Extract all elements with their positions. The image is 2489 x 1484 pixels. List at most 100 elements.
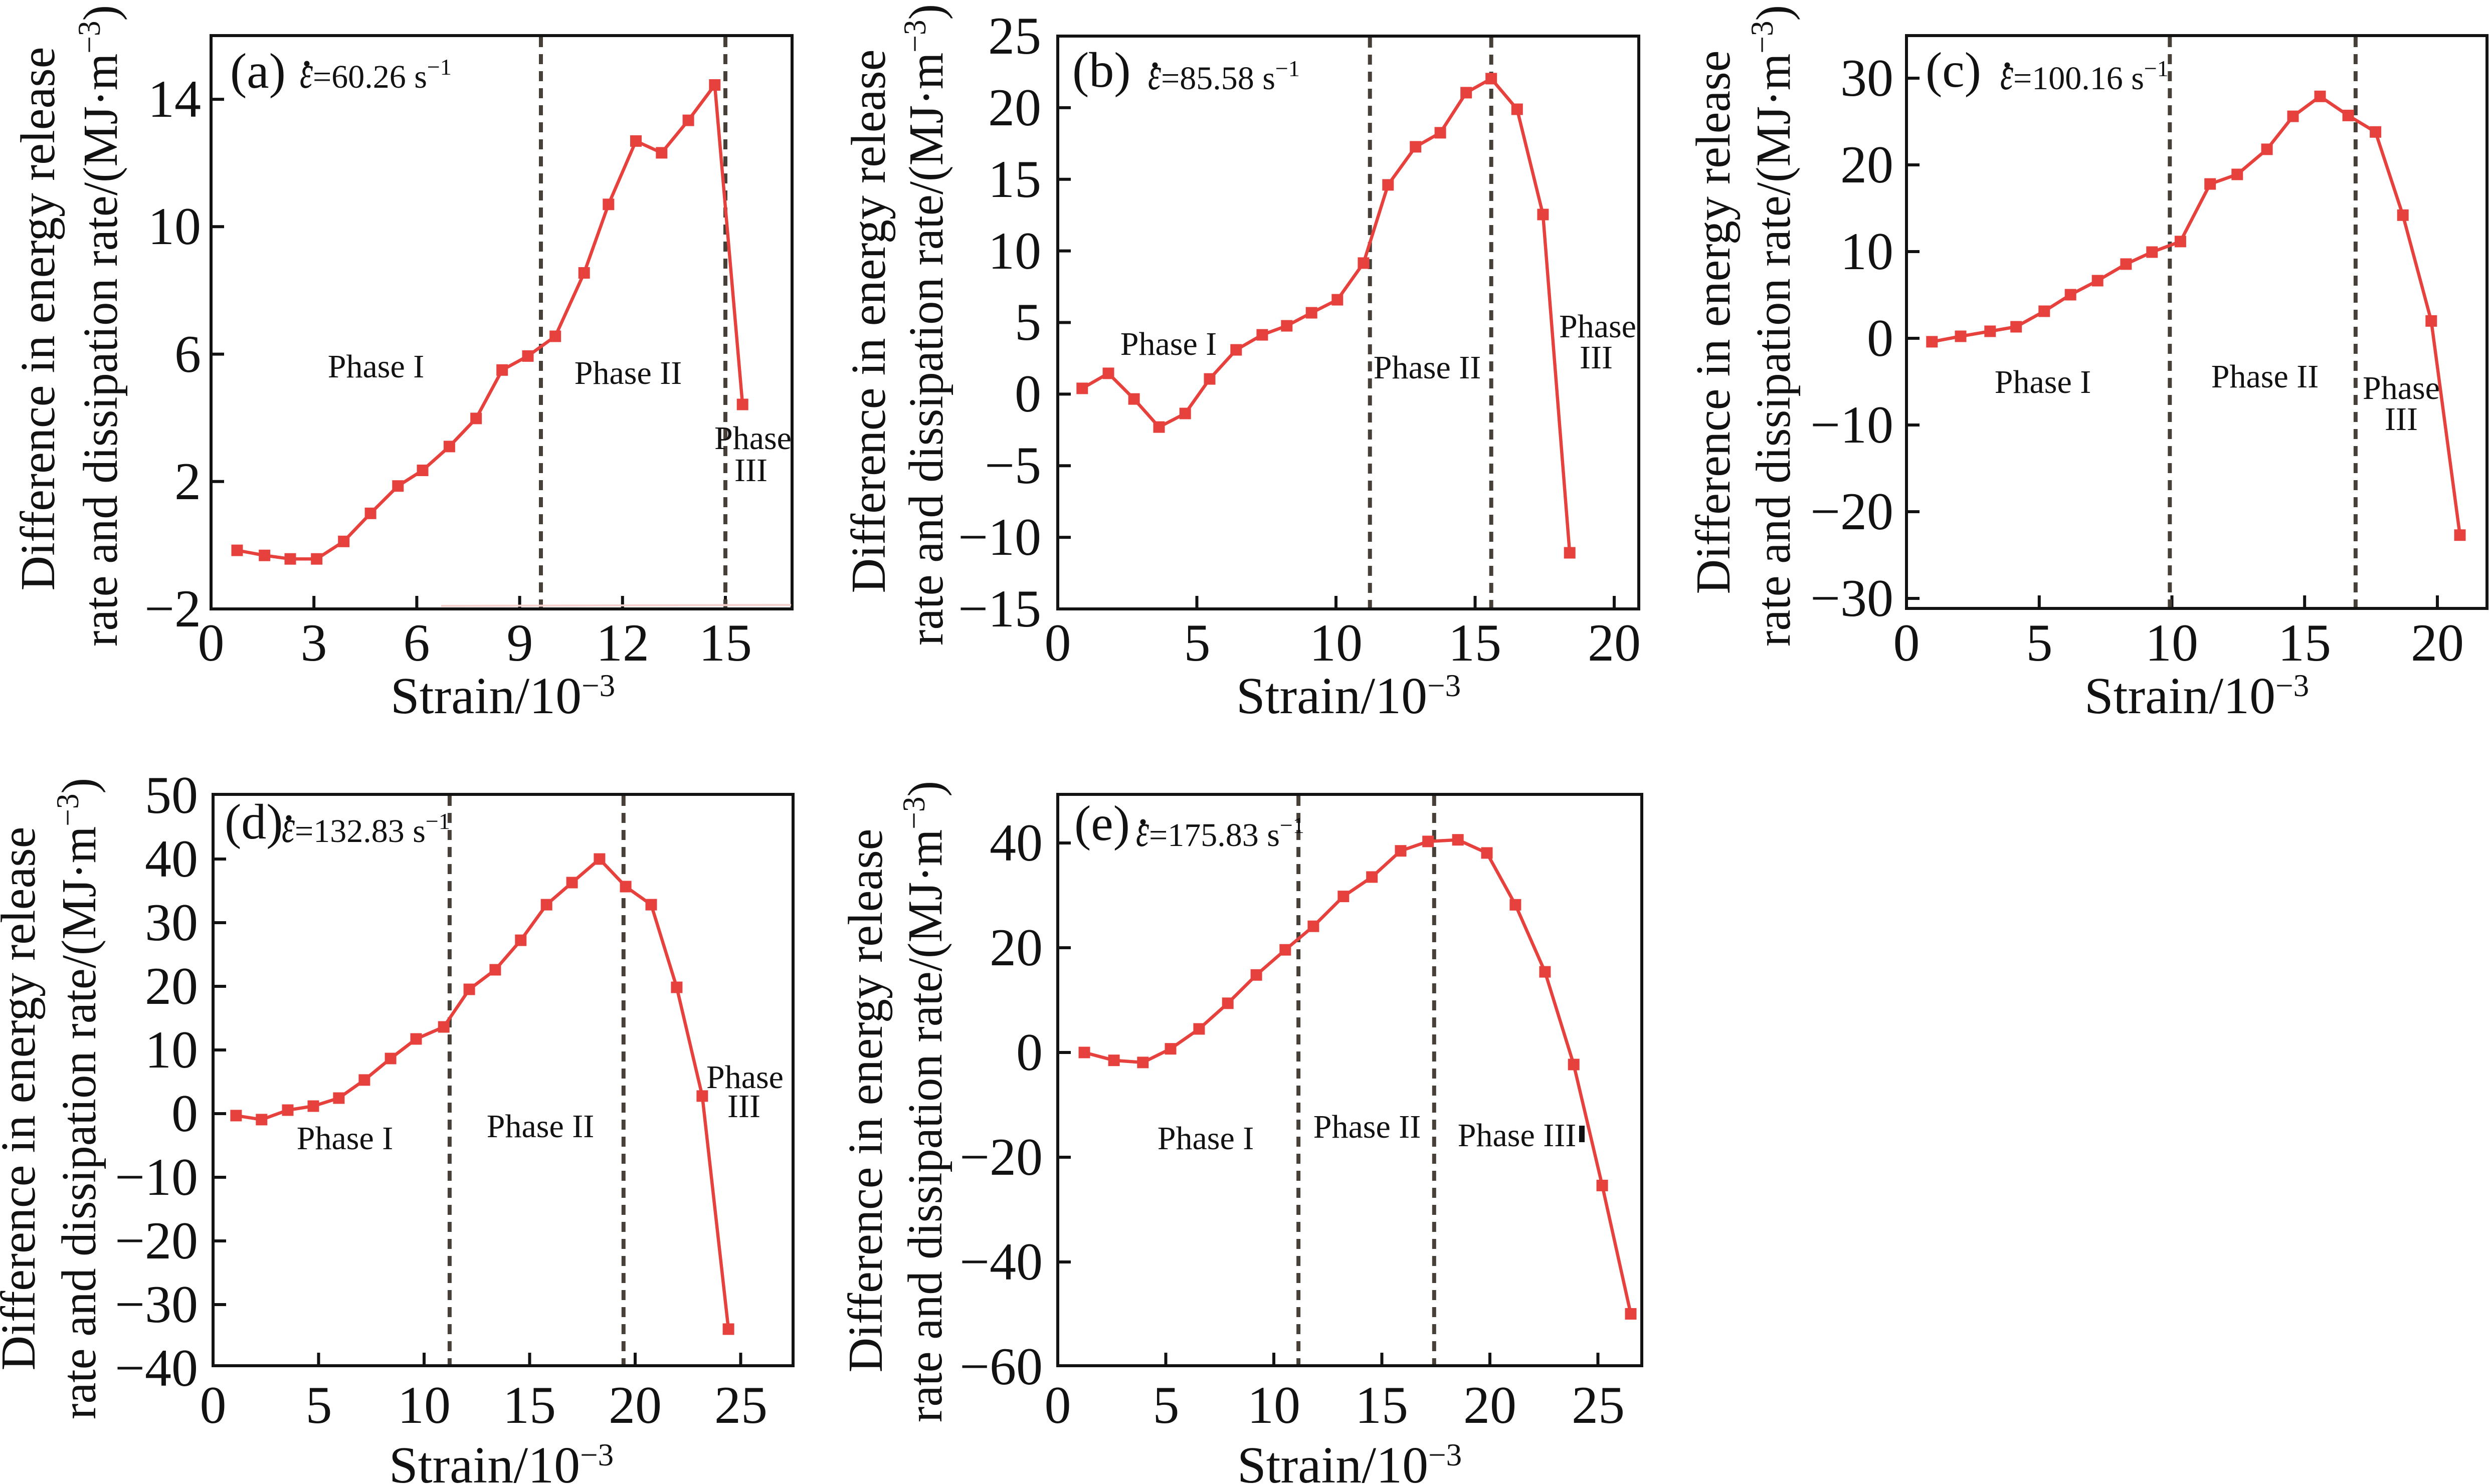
svg-text:Phase I: Phase I: [1995, 364, 2091, 400]
svg-text:0: 0: [1015, 364, 1041, 423]
svg-text:20: 20: [990, 918, 1043, 977]
svg-text:10: 10: [145, 1020, 198, 1079]
svg-text:6: 6: [174, 325, 201, 383]
svg-text:5: 5: [1184, 613, 1211, 672]
svg-text:10: 10: [1247, 1376, 1300, 1434]
svg-text:0: 0: [198, 613, 225, 672]
svg-text:14: 14: [148, 70, 201, 128]
svg-text:0: 0: [1045, 1376, 1071, 1434]
svg-text:Phase II: Phase II: [1374, 349, 1481, 386]
svg-text:5: 5: [1015, 293, 1041, 351]
svg-text:0: 0: [1016, 1023, 1043, 1082]
svg-text:rate and dissipation rate/(MJ·: rate and dissipation rate/(MJ·m−3): [897, 4, 953, 646]
svg-text:5: 5: [2026, 613, 2053, 672]
svg-text:Phase III: Phase III: [1458, 1117, 1576, 1154]
svg-text:15: 15: [1448, 613, 1501, 672]
svg-text:20: 20: [609, 1376, 662, 1434]
svg-text:Phase I: Phase I: [1158, 1120, 1254, 1157]
svg-text:10: 10: [1840, 222, 1893, 281]
svg-text:−10: −10: [958, 508, 1041, 566]
svg-text:Strain/10−3: Strain/10−3: [1236, 667, 1461, 725]
svg-text:20: 20: [1840, 135, 1893, 194]
svg-text:−60: −60: [960, 1337, 1043, 1396]
svg-text:Phase: Phase: [2363, 370, 2440, 406]
svg-text:(b): (b): [1072, 42, 1131, 98]
svg-text:−40: −40: [115, 1339, 198, 1397]
svg-text:Phase I: Phase I: [1120, 326, 1217, 362]
svg-text:ε=132.83 s−1: ε=132.83 s−1: [282, 801, 450, 852]
svg-text:15: 15: [503, 1376, 556, 1434]
svg-text:Phase: Phase: [1559, 308, 1636, 345]
svg-text:20: 20: [145, 957, 198, 1015]
svg-text:(d): (d): [225, 794, 283, 850]
svg-text:Difference in energy release: Difference in energy release: [839, 829, 892, 1373]
svg-text:30: 30: [145, 893, 198, 952]
svg-text:0: 0: [1045, 613, 1071, 672]
svg-text:20: 20: [988, 78, 1041, 137]
svg-text:−20: −20: [960, 1128, 1043, 1186]
svg-text:5: 5: [306, 1376, 332, 1434]
svg-text:15: 15: [988, 150, 1041, 208]
svg-text:Phase II: Phase II: [1313, 1109, 1421, 1145]
svg-text:50: 50: [145, 766, 198, 824]
svg-text:9: 9: [507, 613, 533, 672]
svg-text:III: III: [1580, 339, 1613, 376]
svg-text:III: III: [734, 452, 768, 489]
svg-text:15: 15: [2278, 613, 2331, 672]
svg-text:Phase: Phase: [714, 420, 792, 457]
svg-text:20: 20: [1588, 613, 1641, 672]
svg-text:Phase: Phase: [706, 1059, 784, 1096]
svg-text:−10: −10: [1810, 395, 1893, 454]
svg-text:12: 12: [596, 613, 649, 672]
svg-text:(e): (e): [1074, 795, 1130, 851]
svg-text:10: 10: [1309, 613, 1363, 672]
svg-text:0: 0: [171, 1084, 198, 1143]
svg-text:−15: −15: [958, 579, 1041, 638]
svg-text:rate and dissipation rate/(MJ·: rate and dissipation rate/(MJ·m−3): [1745, 5, 1800, 647]
svg-text:Phase I: Phase I: [328, 348, 424, 385]
svg-text:Phase I: Phase I: [297, 1120, 393, 1157]
svg-text:−20: −20: [115, 1211, 198, 1270]
svg-text:−5: −5: [985, 436, 1041, 495]
svg-text:30: 30: [1840, 49, 1893, 107]
svg-text:0: 0: [1867, 309, 1893, 367]
svg-text:Strain/10−3: Strain/10−3: [391, 667, 615, 725]
svg-text:−2: −2: [144, 579, 201, 638]
svg-text:−30: −30: [1810, 569, 1893, 627]
svg-text:15: 15: [699, 613, 752, 672]
svg-text:40: 40: [145, 829, 198, 888]
svg-text:Phase II: Phase II: [575, 355, 682, 391]
svg-text:10: 10: [148, 197, 201, 256]
svg-text:Strain/10−3: Strain/10−3: [389, 1436, 614, 1484]
svg-text:rate and dissipation rate/(MJ·: rate and dissipation rate/(MJ·m−3): [72, 5, 127, 647]
svg-text:Phase II: Phase II: [487, 1108, 594, 1145]
svg-text:10: 10: [988, 222, 1041, 280]
svg-text:ε=100.16 s−1: ε=100.16 s−1: [2000, 48, 2169, 99]
svg-text:20: 20: [2411, 613, 2464, 672]
svg-text:III: III: [2385, 401, 2418, 438]
svg-text:(c): (c): [1926, 42, 1981, 98]
svg-text:15: 15: [1355, 1376, 1408, 1434]
svg-text:ε=175.83 s−1: ε=175.83 s−1: [1136, 805, 1304, 856]
svg-text:ε=85.58 s−1: ε=85.58 s−1: [1148, 48, 1300, 99]
svg-text:Difference in energy release: Difference in energy release: [11, 47, 65, 591]
svg-text:III: III: [727, 1088, 760, 1125]
svg-text:25: 25: [1572, 1376, 1625, 1434]
svg-text:6: 6: [404, 613, 430, 672]
svg-text:Strain/10−3: Strain/10−3: [2084, 667, 2309, 725]
svg-text:−20: −20: [1810, 482, 1893, 541]
svg-text:rate and dissipation rate/(MJ·: rate and dissipation rate/(MJ·m−3): [50, 778, 106, 1419]
svg-text:−10: −10: [115, 1148, 198, 1206]
svg-text:5: 5: [1153, 1376, 1180, 1434]
svg-text:10: 10: [2145, 613, 2198, 672]
svg-text:rate and dissipation rate/(MJ·: rate and dissipation rate/(MJ·m−3): [896, 781, 952, 1422]
svg-text:25: 25: [988, 7, 1041, 65]
svg-text:0: 0: [200, 1376, 227, 1434]
svg-text:25: 25: [714, 1376, 768, 1434]
svg-text:−40: −40: [960, 1232, 1043, 1291]
svg-text:Difference in energy release: Difference in energy release: [0, 827, 45, 1371]
svg-text:10: 10: [398, 1376, 451, 1434]
svg-text:40: 40: [990, 813, 1043, 872]
svg-text:Strain/10−3: Strain/10−3: [1237, 1436, 1462, 1484]
svg-text:2: 2: [174, 452, 201, 511]
